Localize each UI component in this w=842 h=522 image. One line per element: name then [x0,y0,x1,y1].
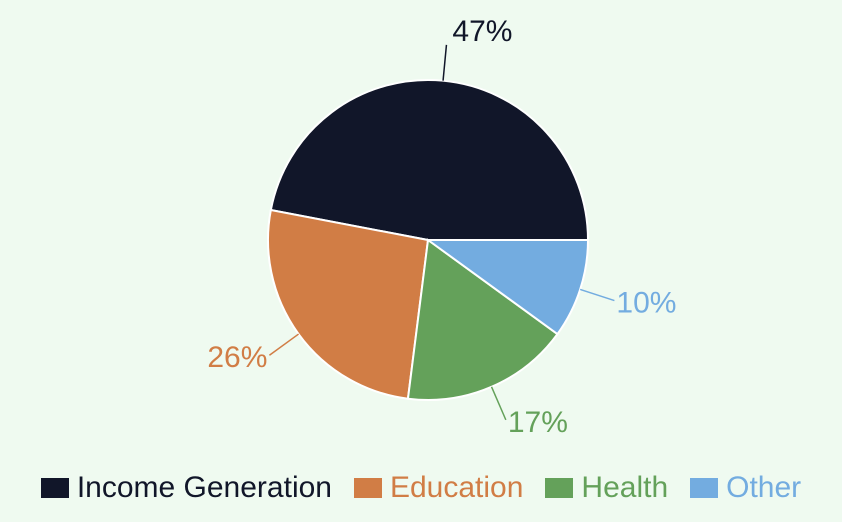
legend-item-other[interactable]: Other [690,471,801,505]
legend-item-health[interactable]: Health [545,471,668,505]
slice-label-education: 26% [207,341,267,374]
slice-label-other: 10% [616,287,676,320]
legend-label-income-generation: Income Generation [76,471,332,504]
leader-line-health [490,386,507,421]
pie-slice-health[interactable] [406,238,559,402]
slice-label-income-generation: 47% [452,15,512,48]
leader-line-education [268,333,300,356]
legend-swatch-income-generation [40,478,69,498]
legend: Income Generation Education Health Other [0,466,842,510]
legend-swatch-other [690,478,719,498]
legend-label-other: Other [726,471,802,504]
legend-swatch-health [545,478,574,498]
legend-label-education: Education [389,471,524,504]
pie-slice-education[interactable] [267,208,430,400]
legend-swatch-education [353,478,382,498]
legend-item-education[interactable]: Education [353,471,524,505]
leader-line-income-generation [442,44,448,81]
slice-label-health: 17% [508,406,568,439]
pie-chart: 47% 26% 17% 10% [207,15,676,439]
legend-item-income-generation[interactable]: Income Generation [40,471,332,505]
leader-line-other [579,288,615,302]
pie-slice-income-generation[interactable] [269,78,590,241]
legend-label-health: Health [581,471,669,504]
